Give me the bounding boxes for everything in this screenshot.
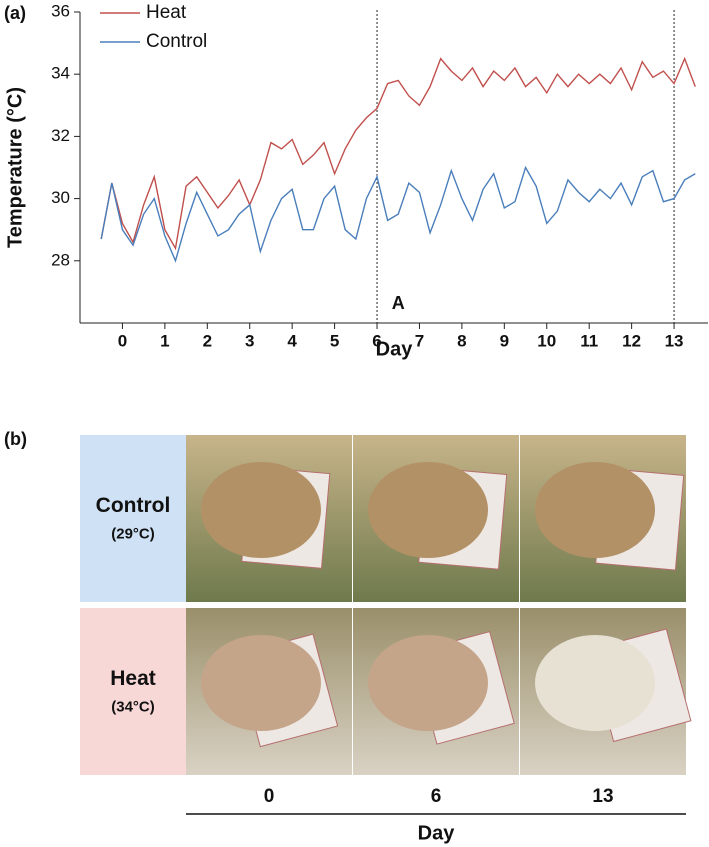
y-tick-label: 34 — [51, 64, 70, 83]
x-tick-label: 8 — [457, 331, 466, 350]
x-tick-label: 11 — [580, 331, 598, 350]
annotation: A — [392, 293, 405, 313]
y-axis-label: Temperature (°C) — [4, 87, 26, 248]
x-axis-label: Day — [376, 338, 414, 360]
x-tick-label: 4 — [287, 331, 297, 350]
series-line — [100, 56, 696, 251]
x-tick-label: 6 — [372, 331, 381, 350]
x-tick-label: 9 — [500, 331, 509, 350]
legend-label: Heat — [146, 2, 187, 23]
x-tick-label: 0 — [118, 331, 127, 350]
legend-label: Control — [146, 31, 207, 52]
photo-coral — [201, 462, 321, 558]
x-tick-label: 10 — [537, 331, 556, 350]
y-tick-label: 32 — [51, 126, 70, 145]
photo-coral — [201, 635, 321, 731]
column-label: 13 — [592, 786, 613, 807]
x-tick-label: 13 — [665, 331, 684, 350]
photo-coral — [368, 635, 488, 731]
photo-coral — [535, 462, 655, 558]
x-tick-label: 12 — [622, 331, 641, 350]
row-temp: (34°C) — [111, 698, 155, 715]
series-line — [100, 165, 696, 263]
x-axis-label: Day — [418, 822, 456, 844]
photo-coral — [368, 462, 488, 558]
row-label: Control — [96, 494, 171, 517]
x-tick-label: 7 — [415, 331, 424, 350]
x-tick-label: 5 — [330, 331, 339, 350]
y-tick-label: 30 — [51, 188, 70, 207]
panel-label: (b) — [4, 429, 27, 449]
panel-label: (a) — [4, 3, 26, 23]
row-label: Heat — [110, 667, 156, 690]
row-temp: (29°C) — [111, 525, 155, 542]
photo-coral — [535, 635, 655, 731]
x-tick-label: 3 — [245, 331, 254, 350]
x-tick-label: 1 — [160, 331, 169, 350]
y-tick-label: 28 — [51, 250, 70, 269]
row-header — [80, 435, 186, 602]
column-label: 6 — [431, 786, 442, 807]
column-label: 0 — [264, 786, 275, 807]
y-tick-label: 36 — [51, 1, 70, 20]
row-header — [80, 608, 186, 775]
x-tick-label: 2 — [203, 331, 212, 350]
